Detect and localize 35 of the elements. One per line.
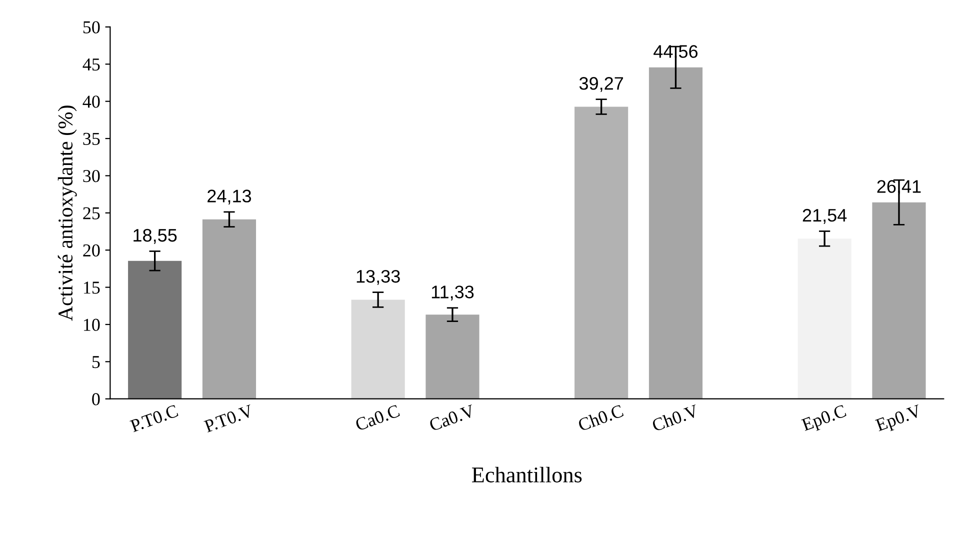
data-label: 11,33 (432, 286, 474, 301)
x-tick-label: Ca0.C (354, 404, 400, 432)
y-tick-label: 45 (82, 58, 100, 71)
x-tick-label: P.T0.C (130, 404, 179, 432)
y-tick-label: 25 (83, 207, 100, 220)
y-tick-label: 10 (84, 318, 100, 331)
bar (574, 106, 628, 399)
data-label: 21,54 (802, 208, 847, 224)
y-axis-title: Activité antioxydante (%) (58, 106, 77, 321)
data-label: 24,13 (208, 190, 252, 205)
data-label: 18,55 (134, 228, 177, 244)
y-tick-label: 50 (83, 21, 100, 34)
data-label: 39,27 (579, 77, 624, 92)
bar (426, 314, 480, 399)
data-label: 13,33 (356, 270, 400, 285)
x-tick-label: Ch0.V (651, 404, 700, 432)
bar (128, 260, 182, 399)
x-tick-label: Ca0.V (428, 404, 476, 432)
y-tick-label: 40 (82, 96, 100, 108)
y-tick-label: 0 (92, 393, 100, 406)
x-tick-label: P.T0.V (204, 404, 254, 433)
bar (648, 67, 703, 399)
y-tick-label: 5 (92, 356, 100, 368)
bar (798, 238, 852, 399)
bar (872, 202, 926, 399)
x-tick-label: Ep0.C (800, 404, 848, 435)
x-tick-label: Ep0.V (874, 404, 924, 435)
bar (351, 300, 405, 399)
y-tick-label: 30 (83, 170, 100, 182)
x-tick-label: Ch0.C (577, 404, 624, 432)
x-axis-title: Echantillons (472, 466, 582, 482)
y-tick-label: 20 (83, 244, 100, 257)
bar (202, 219, 256, 399)
y-tick-label: 35 (83, 132, 100, 145)
y-tick-label: 15 (84, 282, 100, 294)
